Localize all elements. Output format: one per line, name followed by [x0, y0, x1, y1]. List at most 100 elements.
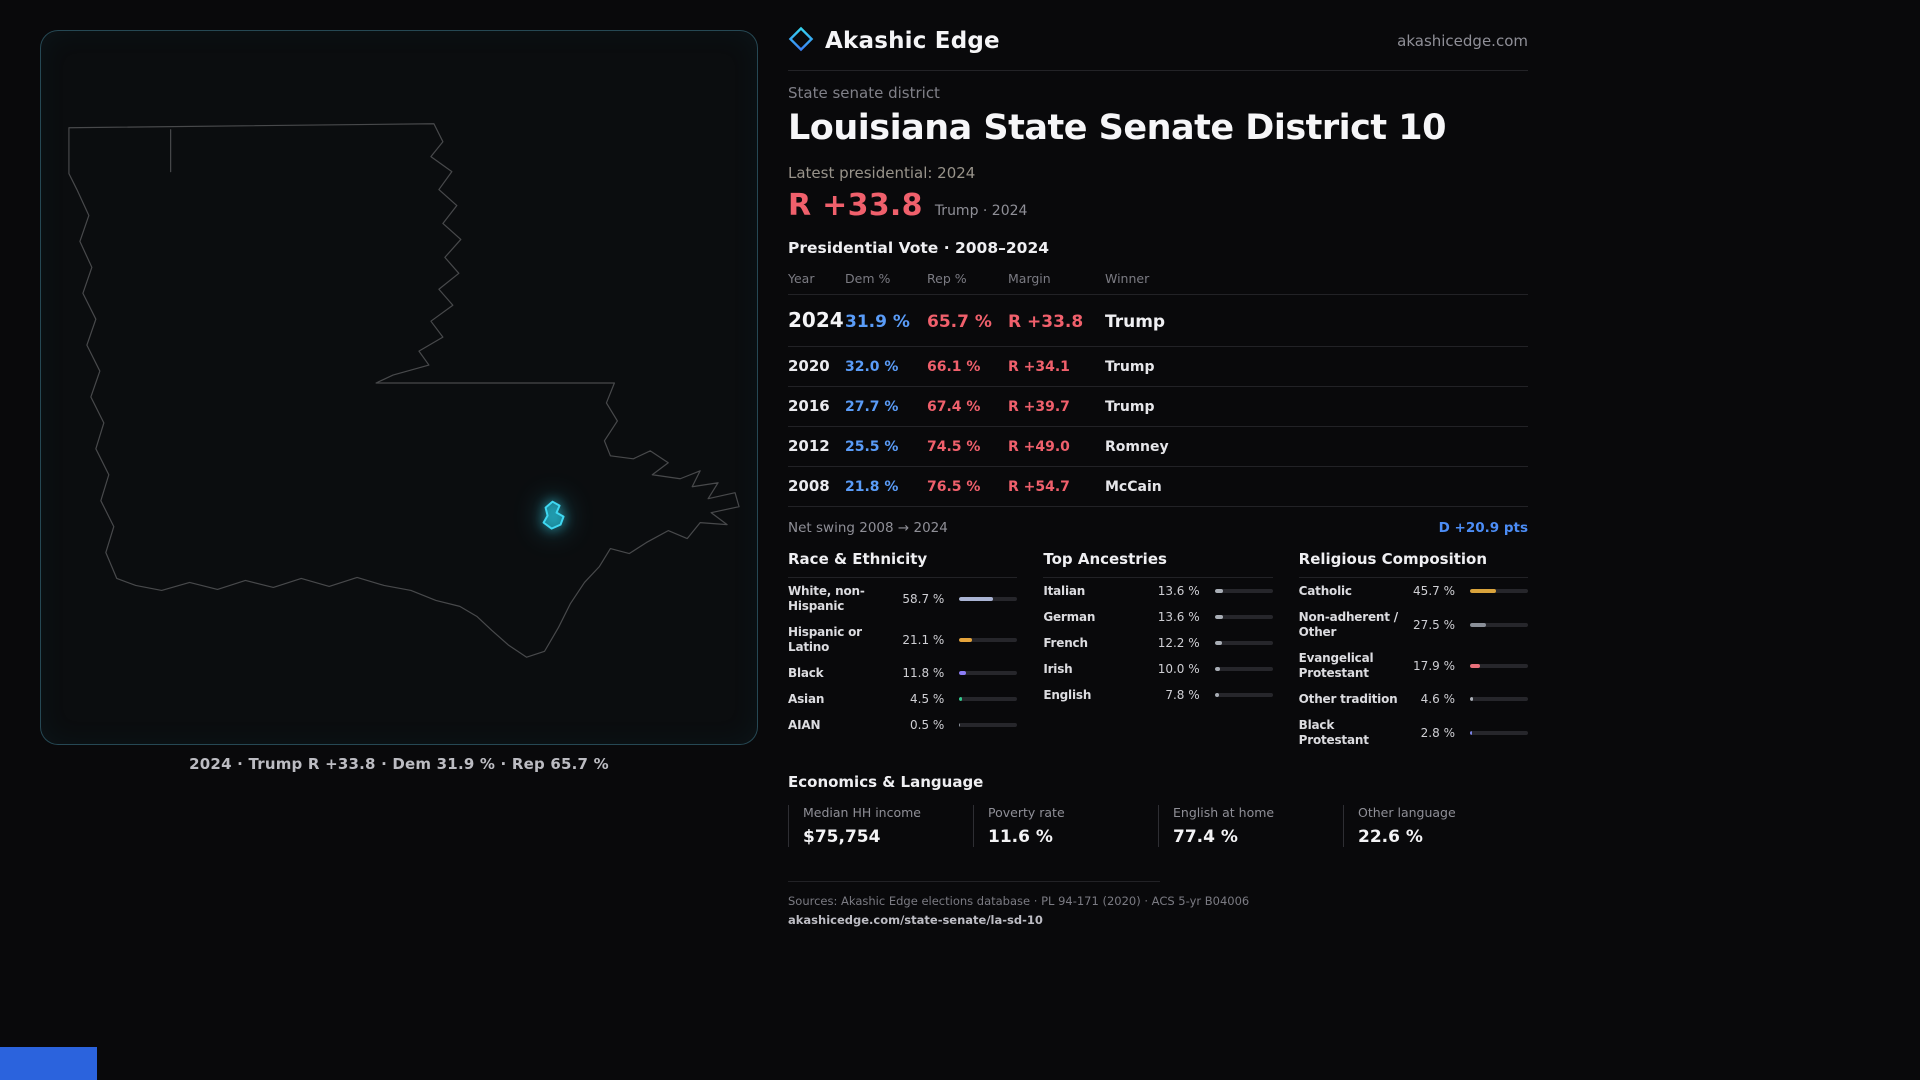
state-outline: [68, 123, 740, 658]
bar-track: [1469, 622, 1528, 627]
cell-rep: 66.1 %: [927, 359, 981, 375]
bar-fill: [1214, 641, 1222, 645]
demo-value: 45.7 %: [1413, 584, 1455, 598]
demo-row: Italian 13.6 %: [1043, 578, 1273, 604]
bar-track: [959, 596, 1018, 601]
demo-label: Non-adherent / Other: [1298, 609, 1398, 639]
cell-dem: 27.7 %: [845, 399, 899, 415]
demo-row: Catholic 45.7 %: [1299, 578, 1528, 604]
demo-value: 4.5 %: [910, 692, 945, 706]
bar-track: [1469, 697, 1528, 701]
page-title: Louisiana State Senate District 10: [788, 108, 1447, 148]
demo-row: White, non-Hispanic 58.7 %: [788, 578, 1018, 619]
cell-winner: Romney: [1105, 439, 1169, 455]
district-highlight-shape: [542, 500, 565, 530]
stat-label: Median HH income: [803, 805, 921, 820]
demo-label: Catholic: [1298, 583, 1352, 598]
demo-value: 2.8 %: [1420, 725, 1455, 740]
demo-label: Evangelical Protestant: [1298, 650, 1374, 680]
brand: Akashic Edge: [788, 26, 1000, 56]
footer: Sources: Akashic Edge elections database…: [788, 881, 1528, 927]
stat-value: 22.6 %: [1358, 827, 1423, 847]
permalink[interactable]: akashicedge.com/state-senate/la-sd-10: [788, 913, 1043, 927]
cell-margin: R +49.0: [1008, 439, 1070, 455]
cell-rep: 74.5 %: [927, 439, 981, 455]
demo-label: AIAN: [788, 717, 821, 732]
demo-row: Irish 10.0 %: [1043, 656, 1273, 682]
bar-fill: [1214, 615, 1223, 619]
cell-year: 2012: [788, 437, 830, 455]
cell-dem: 25.5 %: [845, 439, 899, 455]
bar-track: [1214, 589, 1273, 593]
demo-label: Asian: [788, 691, 825, 706]
ancestries-title: Top Ancestries: [1043, 550, 1273, 578]
vote-table-header: Year Dem % Rep % Margin Winner: [788, 265, 1528, 295]
demo-label: English: [1043, 687, 1092, 702]
religion-title: Religious Composition: [1298, 550, 1528, 578]
demo-row: German 13.6 %: [1043, 604, 1273, 630]
demo-value: 27.5 %: [1413, 617, 1455, 632]
stat-value: $75,754: [803, 827, 881, 847]
cell-rep: 76.5 %: [927, 479, 981, 495]
demo-row: Black Protestant 2.8 %: [1299, 712, 1528, 753]
bar-track: [959, 671, 1018, 675]
cell-year: 2008: [788, 477, 830, 495]
bar-fill: [959, 723, 961, 727]
col-margin: Margin: [1008, 271, 1051, 286]
demo-label: French: [1043, 635, 1088, 650]
cell-winner: Trump: [1105, 359, 1155, 375]
net-swing-label: Net swing 2008 → 2024: [788, 520, 948, 536]
cell-year: 2016: [788, 397, 830, 415]
demo-label: Black Protestant: [1298, 717, 1369, 747]
cell-winner: McCain: [1105, 479, 1162, 495]
demo-label: Irish: [1043, 661, 1073, 676]
stat-other-language: Other language 22.6 %: [1343, 805, 1528, 847]
stat-median-income: Median HH income $75,754: [788, 805, 973, 847]
footer-divider: [788, 881, 1160, 882]
bar-track: [1214, 693, 1273, 697]
religion-column: Religious Composition Catholic 45.7 % No…: [1298, 550, 1528, 753]
bar-track: [1469, 730, 1528, 735]
table-row-2012: 2012 25.5 % 74.5 % R +49.0 Romney: [788, 427, 1528, 467]
demo-row: Non-adherent / Other 27.5 %: [1299, 604, 1528, 645]
demo-row: Other tradition 4.6 %: [1299, 686, 1528, 712]
vote-table-title: Presidential Vote · 2008–2024: [788, 239, 1050, 257]
col-year: Year: [788, 271, 815, 286]
bar-fill: [959, 671, 967, 675]
cell-winner: Trump: [1105, 399, 1155, 415]
bar-fill: [1469, 697, 1473, 701]
demo-value: 12.2 %: [1157, 636, 1200, 650]
demo-value: 7.8 %: [1165, 688, 1200, 702]
demo-label: Other tradition: [1298, 691, 1398, 706]
cell-margin: R +54.7: [1008, 479, 1070, 495]
col-winner: Winner: [1105, 271, 1150, 286]
demo-value: 11.8 %: [902, 666, 945, 680]
stat-english-at-home: English at home 77.4 %: [1158, 805, 1343, 847]
economics-title: Economics & Language: [788, 773, 984, 791]
bar-track: [959, 637, 1018, 642]
stat-value: 77.4 %: [1173, 827, 1238, 847]
corner-accent: [0, 1047, 97, 1080]
diamond-logo-icon: [788, 26, 814, 56]
cell-dem: 32.0 %: [845, 359, 899, 375]
demo-row: Asian 4.5 %: [788, 686, 1018, 712]
district-type-label: State senate district: [788, 84, 940, 102]
table-row-2024: 2024 31.9 % 65.7 % R +33.8 Trump: [788, 295, 1528, 347]
race-ethnicity-column: Race & Ethnicity White, non-Hispanic 58.…: [788, 550, 1018, 753]
economics-stats: Median HH income $75,754 Poverty rate 11…: [788, 805, 1528, 847]
net-swing-value: D +20.9 pts: [1438, 520, 1528, 536]
bar-track: [959, 723, 1018, 727]
demo-value: 0.5 %: [910, 718, 945, 732]
demo-value: 13.6 %: [1157, 584, 1200, 598]
bar-fill: [1214, 693, 1220, 697]
cell-dem: 31.9 %: [845, 312, 910, 332]
cell-margin: R +33.8: [1008, 312, 1084, 332]
bar-track: [959, 697, 1018, 701]
cell-rep: 65.7 %: [927, 312, 992, 332]
brand-name: Akashic Edge: [825, 28, 1000, 54]
bar-track: [1469, 589, 1528, 593]
demo-value: 17.9 %: [1413, 658, 1455, 673]
headline-margin-context: Trump · 2024: [934, 203, 1028, 219]
table-row-2016: 2016 27.7 % 67.4 % R +39.7 Trump: [788, 387, 1528, 427]
vote-table: Year Dem % Rep % Margin Winner 2024 31.9…: [788, 265, 1528, 507]
